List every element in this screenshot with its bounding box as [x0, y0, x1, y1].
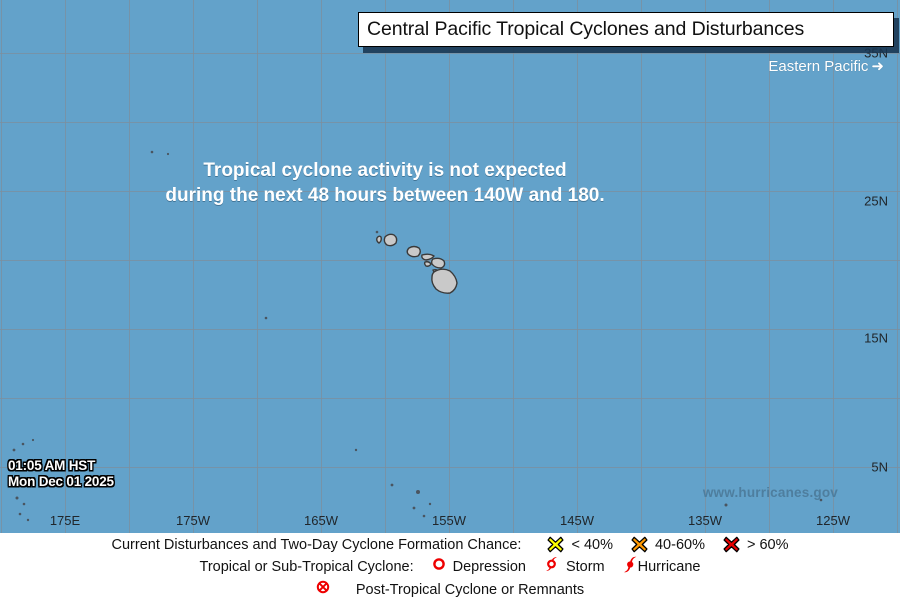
lon-label-135w: 135W — [688, 513, 722, 528]
island-molokai — [421, 253, 435, 261]
legend-storm-label: Storm — [565, 559, 605, 575]
atoll-speck — [416, 490, 420, 494]
atoll-speck — [18, 512, 22, 516]
land-layer — [12, 150, 823, 522]
lon-label-155w: 155W — [432, 513, 466, 528]
gridline-vertical — [449, 0, 450, 533]
island-oahu — [406, 245, 421, 258]
gridline-horizontal — [0, 467, 900, 468]
legend-chance-high-label: > 60% — [746, 536, 789, 553]
page-title: Central Pacific Tropical Cyclones and Di… — [367, 18, 805, 40]
map-status-message-line1: Tropical cyclone activity is not expecte… — [203, 160, 567, 181]
island-maui — [430, 257, 446, 269]
atoll-speck — [150, 150, 154, 154]
timestamp-time: 01:05 AM HST — [8, 458, 96, 473]
atoll-speck — [422, 514, 426, 518]
gridline-vertical — [129, 0, 130, 533]
x-medium-icon — [631, 536, 648, 553]
eastern-pacific-link[interactable]: Eastern Pacific ➜ — [768, 57, 884, 75]
gridline-vertical — [705, 0, 706, 533]
island-lanai — [423, 261, 432, 267]
map-canvas[interactable]: 175E 175W 165W 155W 145W 135W 125W 35N 2… — [0, 0, 900, 533]
gridline-horizontal — [0, 122, 900, 123]
atoll-speck — [264, 316, 268, 320]
atoll-speck — [26, 518, 30, 522]
atoll-speck — [428, 502, 432, 506]
timestamp-date: Mon Dec 01 2025 — [8, 474, 114, 489]
x-low-icon — [547, 536, 565, 553]
legend-row-cyclone-types: Tropical or Sub-Tropical Cyclone: Depres… — [0, 556, 900, 578]
gridline-vertical — [385, 0, 386, 533]
atoll-speck — [31, 438, 35, 442]
lat-label-5n: 5N — [871, 459, 888, 475]
legend-formation-chance-label: Current Disturbances and Two-Day Cyclone… — [111, 536, 522, 553]
atoll-speck — [12, 448, 16, 452]
gridline-vertical — [193, 0, 194, 533]
legend-depression-label: Depression — [452, 559, 526, 575]
atoll-speck — [15, 496, 19, 500]
tropical-storm-icon — [544, 556, 559, 577]
gridline-horizontal — [0, 53, 900, 54]
legend-row-post-tropical: Post-Tropical Cyclone or Remnants — [0, 578, 900, 601]
legend-cyclone-type-label: Tropical or Sub-Tropical Cyclone: — [199, 559, 414, 575]
island-niihau — [376, 235, 382, 244]
hurricane-icon — [623, 556, 638, 578]
gridline-horizontal — [0, 260, 900, 261]
lon-label-175e: 175E — [49, 513, 81, 528]
gridline-vertical — [897, 0, 898, 533]
lon-label-175w: 175W — [176, 513, 210, 528]
watermark: www.hurricanes.gov — [702, 485, 838, 500]
lon-label-125w: 125W — [816, 513, 850, 528]
timestamp: 01:05 AM HST Mon Dec 01 2025 — [8, 458, 114, 490]
arrow-right-icon: ➜ — [871, 58, 884, 75]
atoll-speck — [412, 506, 416, 510]
island-kauai — [383, 233, 398, 247]
atoll-speck — [819, 498, 823, 502]
post-tropical-icon — [316, 580, 330, 599]
legend-row-formation-chance: Current Disturbances and Two-Day Cyclone… — [0, 533, 900, 556]
island-hawaii — [431, 268, 458, 294]
gridline-vertical — [257, 0, 258, 533]
map-status-message: Tropical cyclone activity is not expecte… — [0, 158, 770, 208]
gridline-vertical — [65, 0, 66, 533]
gridline-vertical — [321, 0, 322, 533]
depression-icon — [432, 557, 446, 576]
legend-panel: Current Disturbances and Two-Day Cyclone… — [0, 533, 900, 601]
atoll-speck — [724, 503, 728, 507]
lon-label-165w: 165W — [304, 513, 338, 528]
gridline-horizontal — [0, 329, 900, 330]
gridline-vertical — [833, 0, 834, 533]
atoll-speck — [354, 448, 358, 452]
gridline-vertical — [641, 0, 642, 533]
lat-label-25n: 25N — [864, 193, 888, 209]
gridline-horizontal — [0, 398, 900, 399]
gridline-horizontal — [0, 191, 900, 192]
eastern-pacific-label: Eastern Pacific — [768, 58, 869, 75]
gridline-vertical — [577, 0, 578, 533]
legend-hurricane-label: Hurricane — [637, 559, 701, 575]
page-title-banner: Central Pacific Tropical Cyclones and Di… — [358, 12, 894, 47]
gridline-vertical — [513, 0, 514, 533]
atoll-speck — [22, 502, 26, 506]
atoll-speck — [390, 483, 394, 487]
lat-label-15n: 15N — [864, 330, 888, 346]
atoll-speck — [166, 152, 170, 156]
atoll-speck — [375, 230, 379, 234]
lon-label-145w: 145W — [560, 513, 594, 528]
legend-chance-low-label: < 40% — [571, 536, 613, 553]
atoll-speck — [21, 442, 25, 446]
gridline-vertical — [1, 0, 2, 533]
legend-chance-mid-label: 40-60% — [654, 536, 705, 553]
legend-post-tropical-label: Post-Tropical Cyclone or Remnants — [355, 581, 585, 598]
gridline-vertical — [769, 0, 770, 533]
lat-label-35n: 35N — [864, 45, 888, 61]
x-high-icon — [723, 536, 740, 553]
map-status-message-line2: during the next 48 hours between 140W an… — [165, 185, 605, 206]
